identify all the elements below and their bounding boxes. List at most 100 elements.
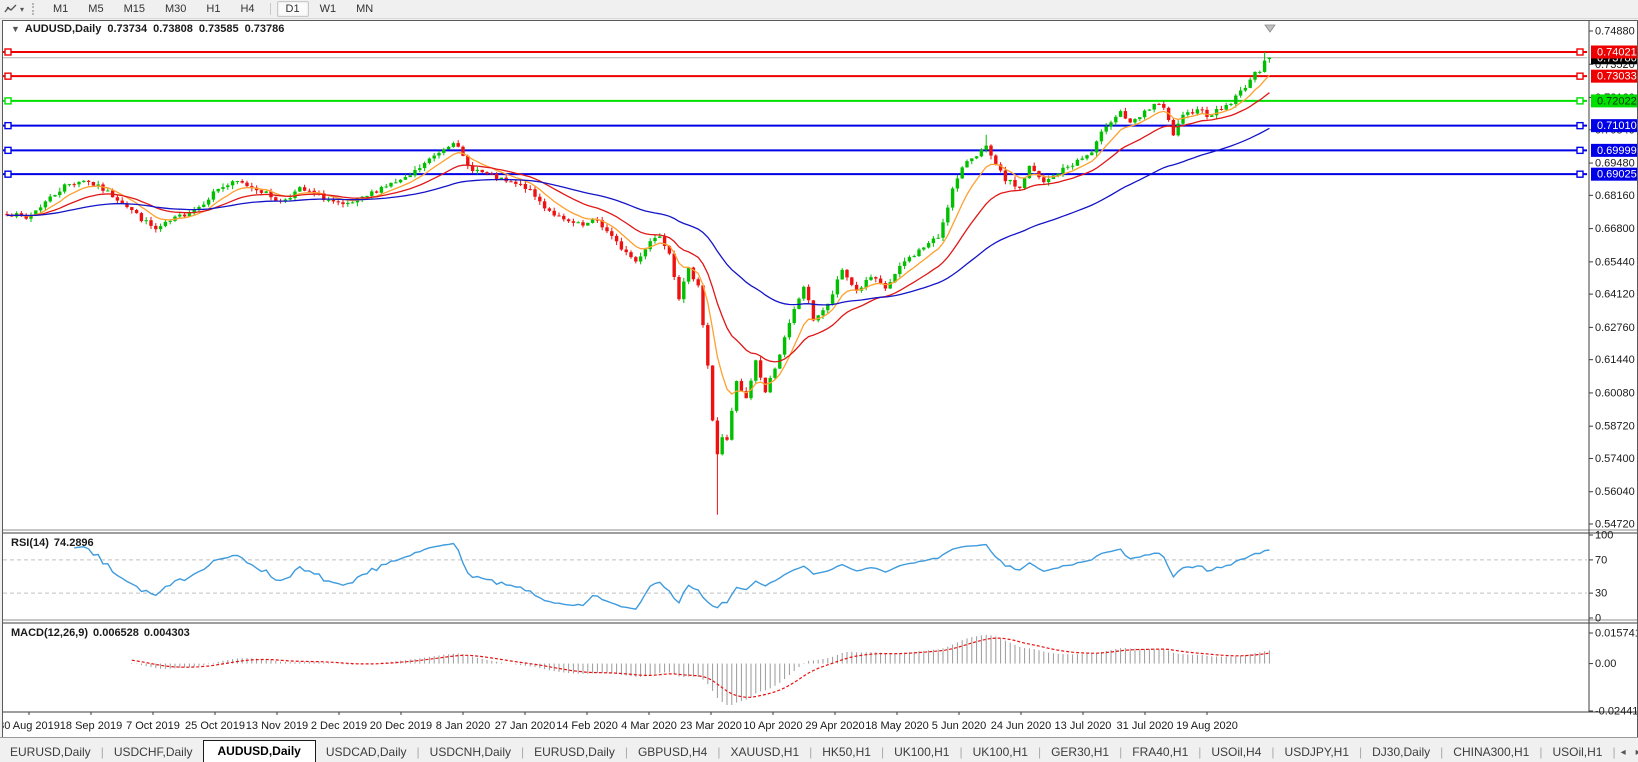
timeframe-button-d1[interactable]: D1	[276, 1, 309, 17]
candle-up	[586, 222, 590, 226]
chart-dropdown-icon[interactable]: ▼	[11, 24, 20, 34]
candle-up	[1133, 119, 1137, 123]
tab-separator: |	[959, 745, 963, 759]
chart-tab-ger30-h1[interactable]: GER30,H1	[1041, 742, 1119, 762]
candle-up	[398, 179, 403, 183]
candle-up	[1070, 165, 1075, 167]
candle-up	[1176, 123, 1180, 136]
chart-tab-uk100-h1[interactable]: UK100,H1	[963, 742, 1038, 762]
candle-up	[418, 168, 422, 170]
chart-tab-eurusd-daily[interactable]: EURUSD,Daily	[524, 742, 625, 762]
candle-up	[43, 201, 48, 208]
timeframe-button-h1[interactable]: H1	[206, 3, 221, 15]
candle-down	[1018, 186, 1022, 189]
horizontal-lines[interactable]	[3, 48, 1587, 178]
timeframe-button-h4[interactable]: H4	[240, 3, 255, 15]
candle-down	[662, 236, 667, 246]
timeframe-button-m5[interactable]: M5	[88, 3, 104, 15]
chart-tab-usdjpy-h1[interactable]: USDJPY,H1	[1275, 742, 1359, 762]
chart-tab-china300-h1[interactable]: CHINA300,H1	[1443, 742, 1539, 762]
date-tick-label: 18 May 2020	[865, 720, 929, 732]
date-tick-label: 4 Mar 2020	[621, 720, 677, 732]
candle-up	[38, 207, 43, 211]
candle-down	[1128, 118, 1132, 123]
tab-label: USOil,H1	[1552, 745, 1603, 759]
macd-signal-line	[131, 637, 1270, 698]
chart-tab-fra40-h1[interactable]: FRA40,H1	[1122, 742, 1198, 762]
candle-down	[677, 277, 681, 300]
chart-tab-xauusd-h1[interactable]: XAUUSD,H1	[720, 742, 809, 762]
candle-up	[413, 169, 417, 176]
candle-down	[533, 189, 537, 197]
candle-down	[5, 213, 9, 216]
candle-down	[994, 155, 998, 165]
chart-tab-dj30-daily[interactable]: DJ30,Daily	[1362, 742, 1440, 762]
candle-up	[202, 204, 206, 207]
axis-labels: 0.748800.735200.721600.708400.694800.681…	[3, 26, 1637, 732]
candle-up	[365, 195, 369, 197]
candle-down	[274, 197, 278, 201]
candle-up	[427, 158, 432, 164]
candle-up	[226, 185, 230, 188]
chart-tab-uk100-h1[interactable]: UK100,H1	[884, 742, 959, 762]
arrow-marker[interactable]	[1264, 24, 1276, 33]
chart-tab-usdchf-daily[interactable]: USDCHF,Daily	[104, 742, 203, 762]
crosshair-tool-icon[interactable]: ▾	[4, 3, 24, 15]
candle-down	[845, 269, 849, 278]
tab-separator: |	[1440, 745, 1444, 759]
candle-down	[466, 155, 470, 166]
candle-down	[1190, 112, 1195, 114]
chart-tab-hk50-h1[interactable]: HK50,H1	[812, 742, 881, 762]
chart-tab-audusd-daily[interactable]: AUDUSD,Daily	[202, 740, 316, 762]
candle-down	[24, 216, 28, 219]
chart-plot-area[interactable]: 0.748800.735200.721600.708400.694800.681…	[3, 21, 1637, 735]
chart-window[interactable]: ▼ AUDUSD,Daily 0.73734 0.73808 0.73585 0.7378…	[2, 20, 1638, 738]
candle-down	[125, 203, 129, 208]
candle-down	[557, 215, 561, 217]
hline-price-box	[1591, 45, 1637, 59]
candle-up	[77, 181, 81, 185]
macd-signal-value: 0.004303	[143, 627, 190, 639]
chart-symbol-label: AUDUSD,Daily	[24, 23, 102, 35]
candle-down	[509, 181, 513, 183]
chart-tab-usoil-h4[interactable]: USOil,H4	[1201, 742, 1271, 762]
candle-up	[211, 191, 216, 200]
candle-up	[782, 337, 787, 355]
candle-up	[1056, 173, 1060, 176]
candle-up	[1210, 115, 1214, 118]
candle-up	[792, 309, 796, 324]
chart-tab-usdcad-daily[interactable]: USDCAD,Daily	[316, 742, 417, 762]
candle-down	[302, 187, 307, 191]
candle-up	[1066, 166, 1070, 168]
hline-price-box	[1591, 143, 1637, 157]
tab-label: EURUSD,Daily	[534, 745, 615, 759]
chart-tab-usdcnh-daily[interactable]: USDCNH,Daily	[420, 742, 521, 762]
chart-tab-usoil-h1[interactable]: USOil,H1	[1542, 742, 1612, 762]
tab-scroll-right-icon[interactable]: ▸	[1631, 744, 1638, 762]
candle-up	[590, 219, 595, 223]
candle-up	[408, 175, 412, 178]
timeframe-button-w1[interactable]: W1	[319, 3, 337, 15]
candle-up	[163, 221, 168, 227]
candle-up	[1234, 95, 1238, 104]
toolbar-grip[interactable]	[32, 3, 37, 15]
timeframe-button-m1[interactable]: M1	[53, 3, 69, 15]
date-tick-label: 19 Aug 2020	[1176, 720, 1238, 732]
timeframe-button-m30[interactable]: M30	[164, 3, 187, 15]
chart-tab-eurusd-daily[interactable]: EURUSD,Daily	[0, 742, 101, 762]
chart-tab-gbpusd-h4[interactable]: GBPUSD,H4	[628, 742, 717, 762]
candle-down	[1003, 170, 1008, 182]
tool-dropdown-caret-icon[interactable]: ▾	[20, 4, 25, 14]
candle-down	[120, 200, 124, 204]
candle-down	[739, 381, 744, 392]
timeframe-button-m15[interactable]: M15	[123, 3, 145, 15]
rsi-tick-label: 100	[1595, 530, 1613, 542]
date-tick-label: 24 Jun 2020	[991, 720, 1052, 732]
candle-up	[970, 158, 974, 162]
ohlc-open: 0.73734	[107, 23, 148, 35]
hline-anchor-marker	[4, 97, 12, 105]
candle-down	[701, 285, 705, 326]
timeframe-button-mn[interactable]: MN	[356, 3, 374, 15]
date-tick-label: 30 Aug 2019	[3, 720, 60, 732]
tab-scroll-left-icon[interactable]: ◂	[1620, 747, 1626, 758]
